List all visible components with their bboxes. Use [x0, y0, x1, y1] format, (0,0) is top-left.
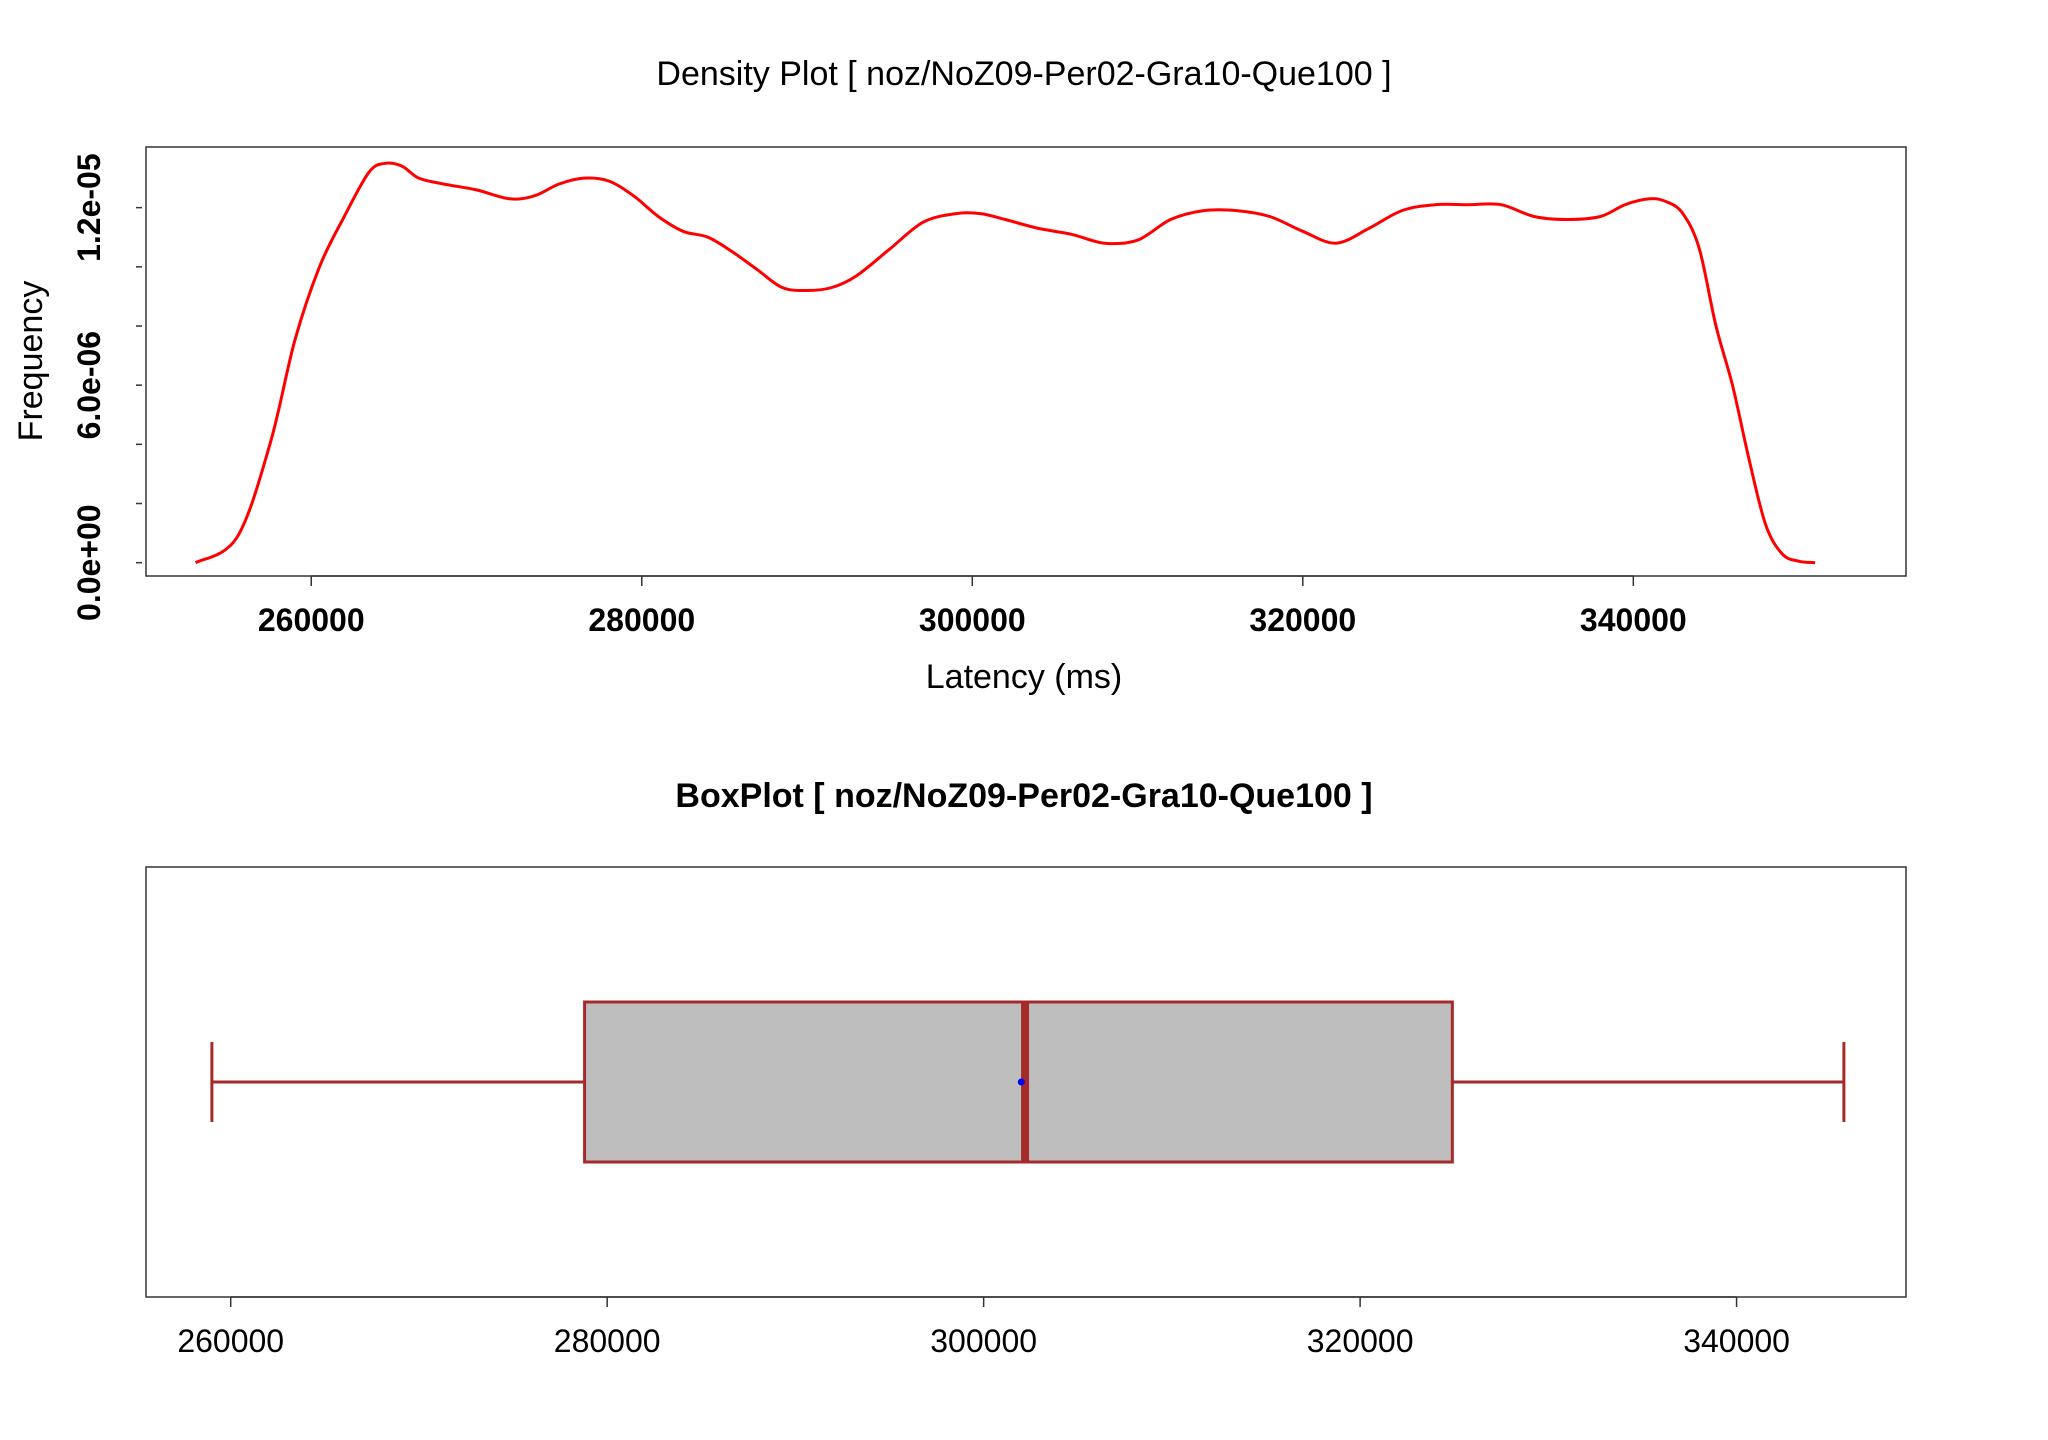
density-x-tick-label: 260000: [258, 602, 365, 638]
density-x-tick-label: 320000: [1249, 602, 1356, 638]
box-x-axis: 260000 280000 300000 320000 340000: [177, 1296, 1790, 1359]
density-y-tick-label: 1.2e-05: [71, 153, 107, 262]
density-y-axis: 0.0e+00 6.0e-06 1.2e-05: [71, 153, 142, 621]
density-plot: Density Plot [ noz/NoZ09-Per02-Gra10-Que…: [12, 55, 1907, 696]
density-y-tick-label: 6.0e-06: [71, 331, 107, 440]
density-y-axis-label: Frequency: [12, 281, 50, 442]
density-x-axis: 260000 280000 300000 320000 340000: [258, 575, 1687, 638]
box-x-tick-label: 260000: [177, 1323, 284, 1359]
mean-point: [1017, 1078, 1025, 1086]
density-title: Density Plot [ noz/NoZ09-Per02-Gra10-Que…: [656, 55, 1391, 93]
density-plot-frame: [145, 146, 1907, 577]
density-y-tick-label: 0.0e+00: [71, 504, 107, 621]
density-x-tick-label: 340000: [1580, 602, 1687, 638]
density-curve: [194, 161, 1816, 565]
density-x-tick-label: 280000: [588, 602, 695, 638]
density-x-axis-label: Latency (ms): [926, 658, 1123, 696]
box-x-tick-label: 320000: [1307, 1323, 1414, 1359]
box-x-tick-label: 300000: [930, 1323, 1037, 1359]
density-x-tick-label: 300000: [919, 602, 1026, 638]
box-plot: BoxPlot [ noz/NoZ09-Per02-Gra10-Que100 ]…: [145, 777, 1907, 1359]
box-title: BoxPlot [ noz/NoZ09-Per02-Gra10-Que100 ]: [675, 777, 1372, 815]
box-x-tick-label: 280000: [554, 1323, 661, 1359]
box-elements: [210, 1000, 1846, 1164]
box-x-tick-label: 340000: [1683, 1323, 1790, 1359]
